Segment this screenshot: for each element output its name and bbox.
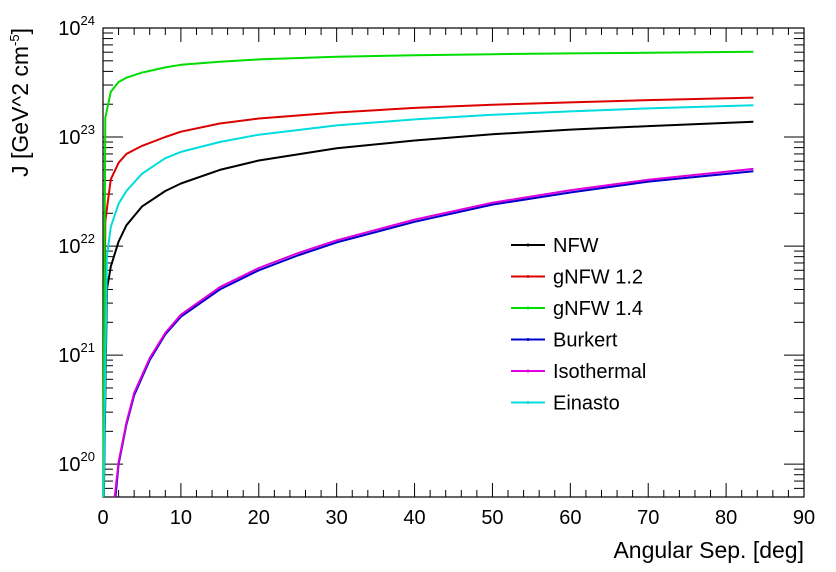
series-line: [102, 96, 754, 498]
y-axis-title-base: J [GeV^2 cm: [7, 46, 33, 177]
legend-label: Einasto: [553, 393, 620, 415]
legend-marker: [526, 401, 530, 404]
x-tick-label: 0: [97, 507, 108, 529]
y-tick-label: 1021: [58, 340, 95, 367]
x-tick-label: 30: [326, 507, 348, 529]
x-tick-label: 90: [793, 507, 815, 529]
y-tick-label: 1020: [58, 449, 95, 476]
y-tick-label: 1022: [58, 231, 95, 258]
legend-label: NFW: [553, 235, 599, 257]
legend-label: Isothermal: [553, 361, 646, 383]
y-axis-title-close: ]: [7, 28, 33, 34]
series-lines: [102, 50, 754, 498]
x-tick-label: 10: [170, 507, 192, 529]
legend-label: Burkert: [553, 330, 618, 352]
legend-marker: [526, 338, 530, 341]
y-tick-label: 1023: [58, 122, 95, 149]
series-line: [102, 120, 754, 498]
series-line: [102, 104, 754, 498]
y-axis-title: J [GeV^2 cm-5]: [7, 28, 33, 177]
legend-label: gNFW 1.2: [553, 267, 643, 289]
series-line: [102, 50, 754, 498]
legend-marker: [526, 243, 530, 247]
legend-marker: [526, 306, 530, 310]
legend-marker: [526, 275, 530, 278]
legend: NFW gNFW 1.2 gNFW 1.4 Burkert Isothermal Eina…: [511, 235, 646, 415]
y-axis-title-exponent: -5: [7, 34, 22, 46]
legend-label: gNFW 1.4: [553, 298, 643, 320]
x-tick-label: 40: [403, 507, 425, 529]
series-line: [113, 167, 754, 498]
x-tick-label: 80: [715, 507, 737, 529]
x-tick-label: 20: [248, 507, 270, 529]
x-tick-label: 50: [481, 507, 503, 529]
x-axis-title: Angular Sep. [deg]: [613, 537, 804, 563]
legend-marker: [526, 369, 530, 373]
series-line: [114, 170, 754, 498]
x-tick-label: 60: [559, 507, 581, 529]
x-tick-label: 70: [637, 507, 659, 529]
y-tick-label: 1024: [58, 13, 95, 40]
